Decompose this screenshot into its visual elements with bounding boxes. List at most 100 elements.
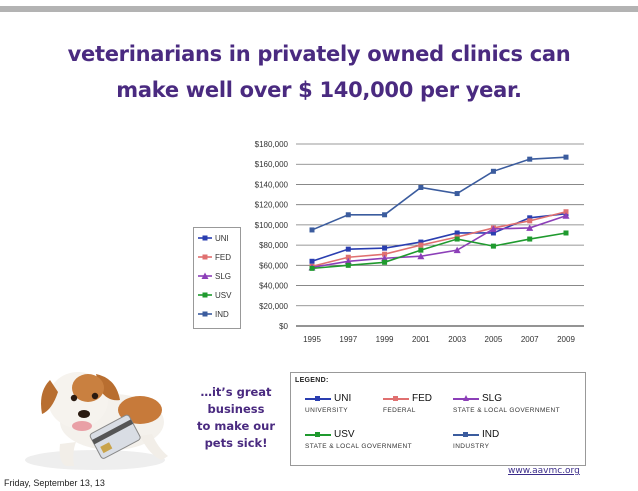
series-line-slg [311,215,567,269]
key-short-label: USV [334,429,355,440]
x-tick-label: 2001 [412,335,430,344]
y-tick-label: $40,000 [259,282,288,291]
series-line-fed [311,210,567,268]
data-point [418,242,424,248]
data-point [345,262,351,268]
key-short-label: SLG [482,393,503,404]
fed-swatch-icon [383,395,409,401]
data-point [454,191,460,197]
key-short-label: IND [482,429,500,440]
key-long-label: STATE & LOCAL GOVERNMENT [305,443,412,450]
x-tick-label: 2005 [485,335,503,344]
data-point [309,258,315,264]
legend-entry-label: SLG [215,272,231,281]
website-link[interactable]: www.aavmc.org [508,466,580,476]
data-point [454,236,460,242]
y-tick-label: $60,000 [259,261,288,270]
key-item-fed: FED FEDERAL [383,393,432,414]
data-point [344,257,352,265]
x-tick-label: 1999 [376,335,394,344]
legend-entry-label: IND [215,310,229,319]
y-tick-label: $140,000 [255,180,289,189]
key-short-label: UNI [334,393,352,404]
y-tick-label: $100,000 [255,221,289,230]
chart-legend-box [193,227,241,329]
series-line-usv [311,232,567,270]
x-tick-label: 1995 [303,335,321,344]
title-line-2: make well over $ 140,000 per year. [116,78,522,102]
legend-marker [202,292,208,298]
series-line-ind [311,156,567,231]
data-point [527,236,533,242]
x-tick-label: 1997 [339,335,357,344]
data-point [418,239,424,245]
y-tick-label: $20,000 [259,302,288,311]
key-long-label: FEDERAL [383,407,416,414]
y-tick-label: $0 [279,322,288,331]
slg-swatch-icon [453,394,479,401]
data-point [417,252,425,260]
y-tick-label: $120,000 [255,201,289,210]
data-point [309,227,315,233]
data-point [418,247,424,253]
data-point [527,156,533,162]
x-tick-label: 2003 [448,335,466,344]
y-tick-label: $80,000 [259,241,288,250]
data-point [381,254,389,262]
tagline-line: …it’s great [200,385,272,399]
y-tick-label: $180,000 [255,140,289,149]
legend-entry-label: FED [215,253,231,262]
x-tick-label: 2009 [557,335,575,344]
key-short-label: FED [412,393,432,404]
key-long-label: UNIVERSITY [305,407,349,414]
usv-swatch-icon [305,431,331,437]
data-point [527,218,533,224]
data-point [563,230,569,236]
key-long-label: STATE & LOCAL GOVERNMENT [453,407,560,414]
data-point [527,215,533,221]
legend-entry-label: USV [215,291,232,300]
legend-key-panel: LEGEND: UNI UNIVERSITY FED FEDERAL SLG S… [290,372,586,466]
data-point [563,209,569,215]
top-rule [0,6,638,12]
legend-key-heading: LEGEND: [295,377,329,384]
tagline-line: pets sick! [204,436,268,450]
data-point [309,265,315,271]
data-point [345,254,351,260]
legend-marker [202,311,208,317]
tagline-line: to make our [196,419,276,433]
title-line-1: veterinarians in privately owned clinics… [67,42,571,66]
data-point [490,230,496,236]
tagline-line: business [207,402,265,416]
key-item-slg: SLG STATE & LOCAL GOVERNMENT [453,393,560,414]
legend-marker [202,254,208,260]
data-point [382,259,388,265]
data-point [490,168,496,174]
data-point [489,225,497,232]
date-stamp: Friday, September 13, 13 [4,478,105,488]
data-point [526,224,534,231]
series-line-uni [311,212,567,263]
data-point [345,212,351,218]
data-point [418,184,424,190]
key-item-usv: USV STATE & LOCAL GOVERNMENT [305,429,412,450]
key-item-ind: IND INDUSTRY [453,429,499,450]
slide-title: veterinarians in privately owned clinics… [0,36,638,108]
legend-marker [202,235,208,241]
data-point [382,245,388,251]
x-tick-label: 2007 [521,335,539,344]
data-point [382,212,388,218]
data-point [382,251,388,257]
key-long-label: INDUSTRY [453,443,490,450]
data-point [454,230,460,236]
data-point [490,243,496,249]
data-point [453,246,461,254]
data-point [345,246,351,252]
legend-entry-label: UNI [215,234,229,243]
tagline: …it’s great business to make our pets si… [188,384,284,452]
y-tick-label: $160,000 [255,160,289,169]
legend-marker [201,272,209,279]
ind-swatch-icon [453,431,479,437]
puppy-with-card-illustration [25,372,168,470]
